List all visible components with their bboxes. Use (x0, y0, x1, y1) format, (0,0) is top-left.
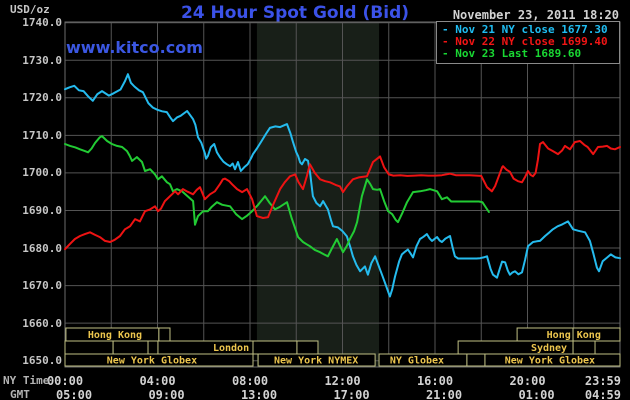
x-tick-label-ny: 12:00 (324, 374, 361, 388)
y-tick-label: 1730.0 (22, 53, 62, 67)
legend-row: - Nov 21 NY close 1677.30 (437, 24, 619, 36)
y-tick-label: 1740.0 (22, 16, 62, 30)
kitco-watermark-link[interactable]: www.kitco.com (66, 38, 203, 57)
session-box (484, 353, 621, 367)
y-tick-label: 1660.0 (22, 316, 62, 330)
y-tick-label: 1680.0 (22, 241, 62, 255)
legend-row: - Nov 23 Last 1689.60 (437, 48, 619, 60)
session-box (64, 340, 114, 355)
session-label: Sydney (531, 343, 567, 354)
x-tick-label-gmt: 01:00 (518, 388, 555, 400)
x-tick-label-gmt: 17:00 (333, 388, 370, 400)
y-axis-units-label: USD/oz (10, 3, 50, 16)
session-box (257, 353, 376, 367)
session-label: New York Globex (505, 356, 595, 367)
session-label: NY Globex (390, 356, 444, 367)
x-tick-label-ny: 08:00 (231, 374, 269, 388)
legend-label: Nov 23 Last 1689.60 (455, 47, 582, 60)
session-box (112, 340, 149, 355)
session-box (158, 327, 171, 342)
session-box (572, 327, 621, 342)
session-box (572, 340, 596, 355)
y-tick-label: 1650.0 (22, 354, 62, 368)
y-tick-label: 1690.0 (22, 203, 62, 217)
y-tick-label: 1710.0 (22, 128, 62, 142)
plot-border (64, 21, 621, 368)
session-box (296, 340, 319, 355)
session-box (147, 340, 159, 355)
session-box (252, 340, 298, 355)
ny-time-axis-label: NY Time (3, 374, 50, 387)
y-tick-label: 1720.0 (22, 91, 62, 105)
legend-label: Nov 21 NY close 1677.30 (455, 23, 608, 36)
x-tick-label-ny: 20:00 (509, 374, 546, 388)
x-tick-label-ny: 23:59 (584, 374, 621, 388)
y-tick-label: 1670.0 (22, 279, 62, 293)
legend-dash-marker: - (442, 47, 456, 60)
series-line-nov-22 (64, 140, 621, 251)
x-tick-label-ny: 16:00 (416, 374, 454, 388)
x-tick-label-gmt: 05:00 (55, 388, 93, 400)
session-box (64, 353, 254, 367)
x-tick-label-gmt: 13:00 (240, 388, 278, 400)
session-label: Hong Kong (547, 330, 601, 341)
y-tick-label: 1700.0 (22, 166, 62, 180)
x-tick-label-gmt: 09:00 (148, 388, 185, 400)
session-label: New York Globex (107, 356, 197, 367)
x-tick-label-gmt: 04:59 (584, 388, 621, 400)
legend-box: - Nov 21 NY close 1677.30- Nov 22 NY clo… (436, 21, 620, 64)
legend-label: Nov 22 NY close 1699.40 (455, 35, 608, 48)
gmt-axis-label: GMT (10, 388, 30, 400)
series-line-nov-23 (64, 135, 490, 258)
session-label: New York NYMEX (274, 356, 358, 367)
nymex-session-highlight (256, 22, 380, 367)
session-label: Hong Kong (88, 330, 142, 341)
legend-dash-marker: - (442, 23, 456, 36)
legend-dash-marker: - (442, 35, 456, 48)
x-tick-label-ny: 00:00 (46, 374, 84, 388)
series-line-nov-21 (64, 73, 621, 298)
datetime-label: November 23, 2011 18:20 (452, 8, 619, 22)
legend-row: - Nov 22 NY close 1699.40 (437, 36, 619, 48)
x-tick-label-gmt: 21:00 (425, 388, 463, 400)
x-tick-label-ny: 04:00 (139, 374, 176, 388)
session-box (466, 353, 486, 367)
chart-title: 24 Hour Spot Gold (Bid) (180, 3, 410, 23)
session-label: London (213, 343, 249, 354)
